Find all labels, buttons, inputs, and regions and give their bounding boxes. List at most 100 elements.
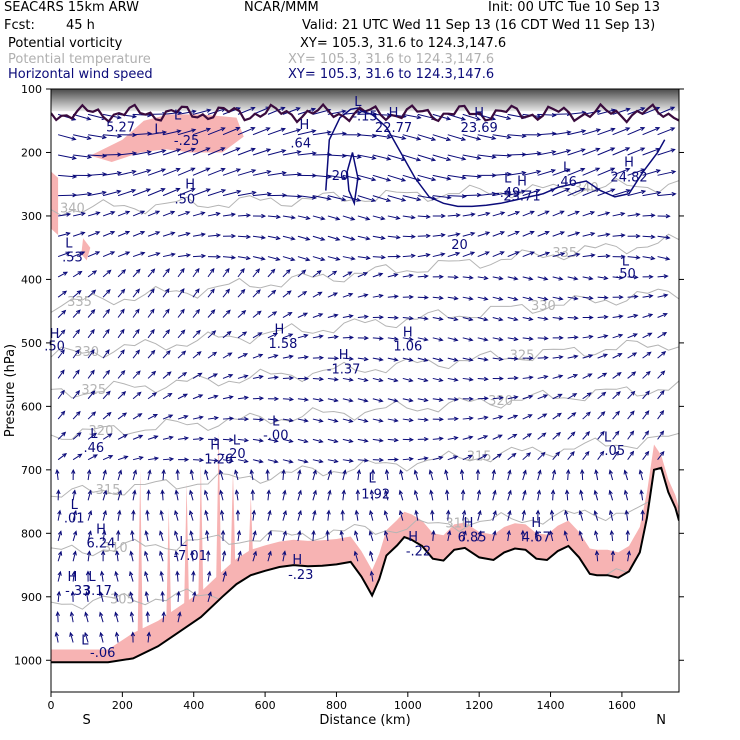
wind-vector-head — [135, 328, 140, 334]
wind-vector-head — [56, 590, 62, 596]
wind-vector-head — [633, 313, 639, 319]
wind-vector-head — [483, 396, 489, 401]
wind-vector — [552, 276, 563, 280]
wind-vector-head — [460, 136, 467, 141]
wind-vector-head — [266, 489, 271, 495]
wind-vector-head — [497, 453, 503, 458]
wind-vector — [130, 612, 134, 623]
wind-vector-head — [198, 415, 204, 420]
wind-vector-head — [529, 251, 535, 256]
wind-vector — [132, 370, 141, 379]
wind-vector — [237, 235, 250, 238]
wind-vector-head — [333, 377, 339, 382]
wind-vector — [610, 530, 614, 541]
wind-vector-head — [117, 489, 122, 495]
wind-vector-head — [152, 392, 158, 397]
wind-vector — [147, 632, 150, 643]
wind-vector — [207, 395, 218, 400]
wind-vector — [57, 252, 70, 258]
wind-vector-head — [635, 233, 641, 239]
wind-vector — [282, 418, 293, 422]
wind-vector — [342, 357, 353, 360]
wind-vector — [129, 592, 134, 603]
wind-vector — [252, 397, 263, 400]
wind-vector-head — [453, 455, 459, 460]
wind-vector — [537, 337, 548, 340]
wind-vector — [177, 148, 196, 156]
wind-vector — [537, 169, 556, 176]
wind-vector-head — [166, 371, 172, 376]
wind-vector-head — [593, 489, 598, 495]
wind-vector — [58, 213, 71, 217]
wind-vector-head — [499, 251, 505, 256]
wind-vector-head — [225, 288, 231, 294]
wind-vector — [267, 459, 278, 463]
wind-vector-head — [520, 529, 526, 535]
wind-vector — [252, 127, 270, 136]
wind-vector — [477, 296, 488, 300]
wind-vector-head — [365, 216, 371, 221]
wind-vector — [612, 127, 630, 136]
wind-vector-head — [159, 550, 164, 556]
wind-vector-head — [354, 530, 359, 536]
annotation-label: -.06 — [90, 646, 115, 661]
wind-vector-head — [282, 193, 288, 198]
wind-vector — [537, 113, 556, 116]
wind-vector — [492, 510, 497, 521]
wind-vector-head — [461, 175, 467, 180]
wind-vector-head — [318, 313, 324, 318]
wind-vector-head — [468, 396, 474, 402]
wind-vector-head — [365, 236, 371, 241]
wind-vector — [657, 148, 675, 156]
wind-vector — [312, 459, 323, 463]
wind-vector — [237, 551, 242, 562]
annotation-label: H — [96, 522, 106, 537]
wind-vector — [507, 337, 518, 341]
wind-vector — [252, 148, 271, 156]
wind-vector-head — [655, 127, 661, 132]
wind-vector-head — [438, 357, 444, 362]
wind-vector-head — [301, 269, 307, 275]
wind-vector-head — [423, 316, 429, 321]
endpoint-left-label: S — [83, 713, 91, 728]
wind-vector-head — [108, 455, 114, 460]
wind-vector-head — [370, 468, 376, 474]
wind-vector — [342, 398, 353, 402]
wind-vector-head — [180, 329, 186, 335]
wind-vector-head — [586, 392, 592, 397]
wind-vector-head — [146, 489, 151, 495]
wind-vector — [447, 174, 466, 179]
annotation-label: L — [504, 171, 512, 186]
wind-vector — [552, 413, 562, 420]
wind-vector — [387, 235, 400, 239]
wind-vector-head — [610, 188, 616, 193]
wind-vector-head — [398, 489, 403, 495]
wind-vector-head — [468, 316, 474, 322]
wind-vector — [432, 377, 443, 382]
wind-vector — [87, 211, 100, 217]
wind-vector — [432, 253, 445, 258]
wind-vector — [372, 377, 383, 382]
wind-vector-head — [408, 357, 414, 362]
wind-vector-head — [65, 251, 71, 256]
wind-vector — [357, 438, 368, 442]
wind-vector — [163, 458, 174, 461]
wind-vector — [552, 393, 562, 400]
wind-vector-head — [393, 315, 399, 320]
wind-vector — [132, 252, 145, 258]
wind-vector — [147, 457, 159, 461]
wind-vector — [612, 391, 621, 400]
wind-vector-head — [242, 331, 248, 336]
wind-vector — [117, 231, 130, 237]
wind-vector-head — [296, 128, 302, 133]
wind-vector-head — [659, 430, 665, 436]
wind-vector-head — [116, 529, 121, 535]
annotation-label: L — [90, 427, 98, 442]
wind-vector-head — [446, 509, 451, 515]
annotation-label: -1.37 — [327, 362, 361, 377]
wind-vector-head — [378, 398, 384, 403]
wind-vector-head — [100, 550, 106, 556]
wind-vector — [237, 331, 247, 339]
wind-vector-head — [176, 148, 182, 153]
wind-vector-head — [671, 170, 677, 175]
